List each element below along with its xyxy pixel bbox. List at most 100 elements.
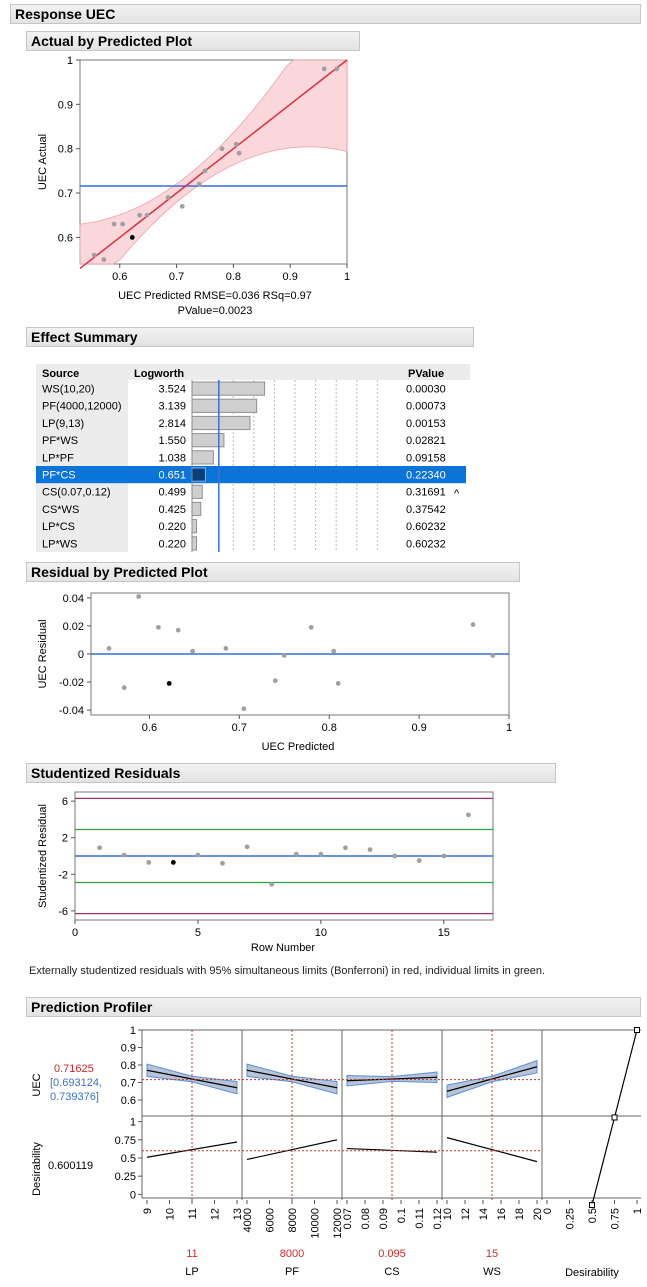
uec-ci-upper: 0.739376] (50, 1091, 99, 1103)
x-axis-label: UEC Predicted (262, 741, 335, 753)
factor-current-value: 8000 (280, 1248, 304, 1260)
y-tick-label: 1 (67, 55, 73, 67)
logworth-bar (191, 519, 198, 534)
data-point-selected (129, 234, 135, 240)
x-tick-label: 0 (72, 927, 78, 939)
desirability-current-value: 0.600119 (48, 1160, 93, 1172)
effect-source: WS(10,20) (42, 384, 95, 396)
data-point (190, 648, 195, 654)
factor-name: PF (285, 1266, 299, 1278)
data-point (144, 212, 150, 218)
x-tick-label: 1 (506, 722, 512, 734)
data-point (308, 624, 314, 630)
data-point-selected (170, 860, 176, 865)
effect-source: PF(4000,12000) (42, 401, 122, 413)
data-point (281, 653, 287, 658)
y-tick-label: 0.7 (58, 188, 73, 200)
data-point (331, 648, 337, 654)
data-point (196, 181, 202, 187)
data-point (241, 706, 247, 712)
studentized-residuals-plot: 0 5 10 15 6 2 -2 -6 Studentized Residual Row Nu… (37, 791, 494, 954)
desirability-y-tick-label: 0.25 (115, 1171, 136, 1183)
x-tick-label: 10 (315, 927, 327, 939)
factor-current-value: 15 (486, 1248, 498, 1260)
data-point (416, 858, 422, 863)
data-point (101, 257, 107, 262)
factor-x-tick-label: 20 (532, 1208, 544, 1220)
data-point (334, 66, 340, 72)
factor-x-tick-label: 9 (142, 1208, 154, 1214)
effect-source: LP*PF (42, 452, 74, 464)
desirability-x-tick-label: 0 (542, 1208, 554, 1214)
factor-name: WS (483, 1266, 501, 1278)
uec-y-tick-label: 0.7 (121, 1078, 136, 1090)
desirability-x-tick-label: 0.25 (565, 1208, 577, 1229)
y-axis-label: UEC Residual (37, 619, 49, 688)
uec-current-value: 0.71625 (54, 1063, 94, 1075)
studentized-header[interactable]: Studentized Residuals (26, 763, 556, 783)
factor-x-tick-label: 0.12 (432, 1208, 444, 1229)
uec-y-tick-label: 0.6 (121, 1095, 136, 1107)
actual-predicted-header[interactable]: Actual by Predicted Plot (26, 31, 360, 51)
data-point (335, 681, 341, 686)
prediction-profiler-title: Prediction Profiler (31, 999, 153, 1015)
data-point (165, 195, 171, 200)
x-tick-label: 0.6 (142, 722, 157, 734)
data-point (121, 685, 127, 691)
data-point (97, 845, 102, 851)
effect-summary-table[interactable]: Source Logworth PValue WS(10,20) 3.524 0.0… (36, 364, 470, 554)
data-point (179, 203, 185, 209)
actual-by-predicted-plot: 0.6 0.7 0.8 0.9 1 0.6 0.7 0.8 0.9 1 UEC Actual UE… (37, 55, 350, 317)
effect-logworth: 0.425 (158, 504, 186, 516)
y-tick-label: 0.9 (58, 99, 73, 111)
desirability-y-tick-label: 0.5 (121, 1153, 136, 1165)
logworth-bar (191, 484, 203, 499)
header-source: Source (42, 368, 79, 380)
factor-x-tick-label: 4000 (242, 1208, 254, 1232)
data-point (146, 860, 152, 865)
prediction-profiler-header[interactable]: Prediction Profiler (26, 997, 641, 1017)
y-tick-label: -2 (58, 869, 68, 881)
data-point (220, 860, 225, 866)
effect-logworth: 0.220 (158, 521, 186, 533)
y-tick-label: 0 (78, 649, 84, 661)
effect-logworth: 1.038 (158, 452, 186, 464)
factor-x-tick-label: 18 (514, 1208, 526, 1220)
effect-pvalue: 0.02821 (406, 435, 446, 447)
factor-x-tick-label: 10000 (310, 1208, 322, 1239)
effect-pvalue: 0.60232 (406, 538, 446, 550)
factor-x-tick-label: 12000 (332, 1208, 344, 1239)
effect-summary-header[interactable]: Effect Summary (26, 327, 474, 347)
uec-ci-lower: [0.693124, (50, 1077, 102, 1089)
desirability-handle (611, 1114, 618, 1121)
effect-pvalue: 0.00030 (406, 384, 446, 396)
data-point (106, 645, 112, 651)
desirability-y-tick-label: 0.75 (115, 1135, 136, 1147)
factor-x-tick-label: 6000 (265, 1208, 277, 1232)
data-point (244, 844, 250, 850)
data-point (156, 624, 161, 630)
effect-logworth: 0.499 (158, 487, 186, 499)
source-column-bg (36, 364, 128, 552)
data-point (293, 851, 299, 857)
effect-source: LP*WS (42, 538, 77, 550)
effect-pvalue: 0.31691 (406, 487, 446, 499)
residual-predicted-header[interactable]: Residual by Predicted Plot (26, 562, 520, 582)
factor-x-tick-label: 0.1 (396, 1208, 408, 1223)
factor-name: LP (185, 1266, 198, 1278)
factor-x-tick-label: 0.07 (342, 1208, 354, 1229)
factor-x-tick-label: 10 (165, 1208, 177, 1220)
effect-logworth: 1.550 (158, 435, 186, 447)
effect-source: CS(0.07,0.12) (42, 487, 110, 499)
logworth-bar (191, 536, 198, 551)
x-tick-label: 0.9 (411, 722, 426, 734)
x-tick-label: 0.7 (169, 271, 184, 283)
effect-summary-title: Effect Summary (31, 329, 138, 345)
residual-by-predicted-plot: 0.6 0.7 0.8 0.9 1 0.04 0.02 0 -0.02 -0.04 UEC Res… (37, 592, 512, 753)
actual-predicted-title: Actual by Predicted Plot (31, 33, 193, 49)
selected-row-bg (36, 466, 466, 484)
desirability-x-tick-label: 1 (632, 1208, 641, 1214)
response-uec-header[interactable]: Response UEC (10, 4, 641, 24)
uec-y-tick-label: 0.9 (121, 1043, 136, 1055)
